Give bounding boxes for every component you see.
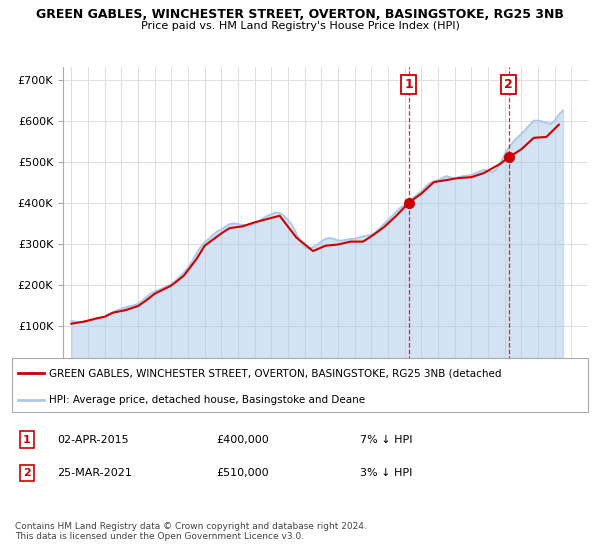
FancyBboxPatch shape — [12, 358, 588, 412]
Text: 2: 2 — [23, 468, 31, 478]
Text: GREEN GABLES, WINCHESTER STREET, OVERTON, BASINGSTOKE, RG25 3NB: GREEN GABLES, WINCHESTER STREET, OVERTON… — [36, 8, 564, 21]
Text: 3% ↓ HPI: 3% ↓ HPI — [360, 468, 412, 478]
Text: Price paid vs. HM Land Registry's House Price Index (HPI): Price paid vs. HM Land Registry's House … — [140, 21, 460, 31]
Text: 1: 1 — [23, 435, 31, 445]
Text: HPI: Average price, detached house, Basingstoke and Deane: HPI: Average price, detached house, Basi… — [49, 395, 365, 405]
Text: GREEN GABLES, WINCHESTER STREET, OVERTON, BASINGSTOKE, RG25 3NB (detached: GREEN GABLES, WINCHESTER STREET, OVERTON… — [49, 368, 502, 379]
Text: £400,000: £400,000 — [216, 435, 269, 445]
Text: 7% ↓ HPI: 7% ↓ HPI — [360, 435, 413, 445]
Text: Contains HM Land Registry data © Crown copyright and database right 2024.
This d: Contains HM Land Registry data © Crown c… — [15, 522, 367, 542]
Text: 25-MAR-2021: 25-MAR-2021 — [57, 468, 132, 478]
Text: £510,000: £510,000 — [216, 468, 269, 478]
Text: 1: 1 — [404, 78, 413, 91]
Text: 02-APR-2015: 02-APR-2015 — [57, 435, 128, 445]
Text: 2: 2 — [504, 78, 513, 91]
